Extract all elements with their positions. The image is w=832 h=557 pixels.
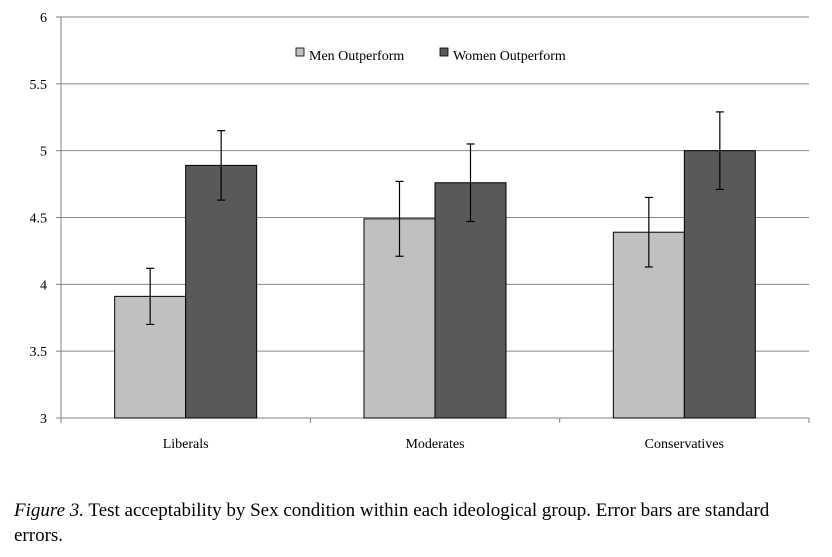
tick-labels: 3 3.5 4 4.5 5 5.5 6 Liberals Moderates Conservati… (30, 11, 724, 452)
legend: Men Outperform Women Outperform (295, 47, 566, 64)
y-tick-label: 3.5 (30, 345, 48, 360)
bar-women-outperform (683, 150, 756, 419)
bar-women-outperform (185, 164, 258, 419)
y-tick-label: 5.5 (30, 78, 48, 93)
y-tick-label: 4 (40, 278, 47, 293)
figure-label: Figure 3. (14, 500, 85, 521)
legend-swatch (295, 47, 305, 57)
x-tick-label: Liberals (163, 437, 209, 452)
x-tick-label: Conservatives (645, 437, 724, 452)
y-tick-label: 4.5 (30, 212, 48, 227)
error-bars (146, 111, 724, 326)
bar-chart: 3 3.5 4 4.5 5 5.5 6 Liberals Moderates Conservati… (30, 11, 810, 452)
legend-swatch (439, 47, 449, 57)
legend-label: Men Outperform (309, 49, 404, 64)
caption-text: Test acceptability by Sex condition with… (14, 500, 770, 546)
y-tick-label: 6 (40, 11, 47, 26)
x-tick-label: Moderates (405, 437, 464, 452)
legend-label: Women Outperform (453, 49, 566, 64)
bars (114, 150, 756, 419)
y-tick-label: 3 (40, 412, 47, 427)
y-tick-label: 5 (40, 145, 47, 160)
figure-caption: Figure 3. Test acceptability by Sex cond… (14, 498, 814, 548)
